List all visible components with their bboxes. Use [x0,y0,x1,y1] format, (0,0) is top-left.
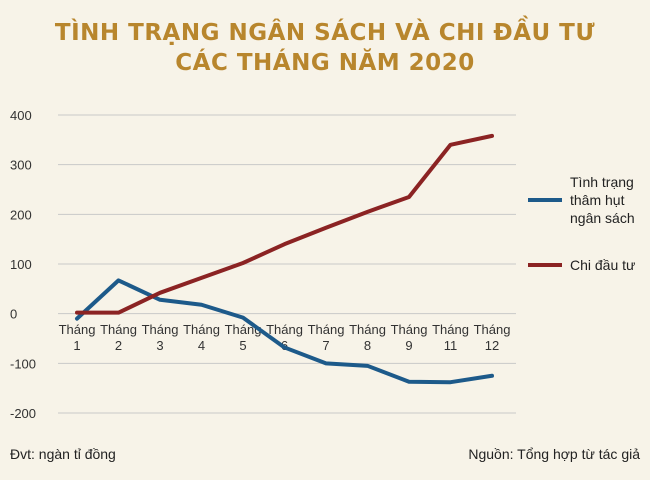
chart-series [75,133,494,385]
y-tick-label: 0 [10,307,17,322]
chart-grid [58,114,516,414]
chart-legend: Tình trạng thâm hụt ngân sách Chi đầu tư [528,174,635,273]
chart-title-line-1: TÌNH TRẠNG NGÂN SÁCH VÀ CHI ĐẦU TƯ [54,20,596,46]
y-tick-label: 400 [10,108,32,123]
y-tick-label: -100 [10,356,36,371]
legend-label: Tình trạng thâm hụt ngân sách [570,174,635,226]
y-tick-label: 100 [10,257,32,272]
x-tick-label: Tháng 3 [142,322,179,353]
x-tick-label: Tháng 9 [391,322,428,353]
chart-title-line-2: CÁC THÁNG NĂM 2020 [175,50,475,76]
y-tick-label: 200 [10,207,32,222]
y-tick-label: -200 [10,406,36,421]
y-tick-label: 300 [10,158,32,173]
x-tick-label: Tháng 12 [474,322,511,353]
x-tick-label: Tháng 7 [308,322,345,353]
x-tick-label: Tháng 11 [432,322,469,353]
legend-label: Chi đầu tư [570,257,635,273]
x-tick-label: Tháng 2 [100,322,137,353]
chart-title: TÌNH TRẠNG NGÂN SÁCH VÀ CHI ĐẦU TƯ CÁC T… [0,18,650,78]
x-tick-label: Tháng 1 [59,322,96,353]
y-axis-ticks: 400 300 200 100 0 -100 -200 [10,108,36,421]
source-note: Nguồn: Tổng hợp từ tác giả [468,446,640,462]
series-line-2 [75,133,494,315]
x-tick-label: Tháng 4 [183,322,220,353]
unit-note: Đvt: ngàn tỉ đồng [10,446,116,462]
x-tick-label: Tháng 8 [349,322,386,353]
